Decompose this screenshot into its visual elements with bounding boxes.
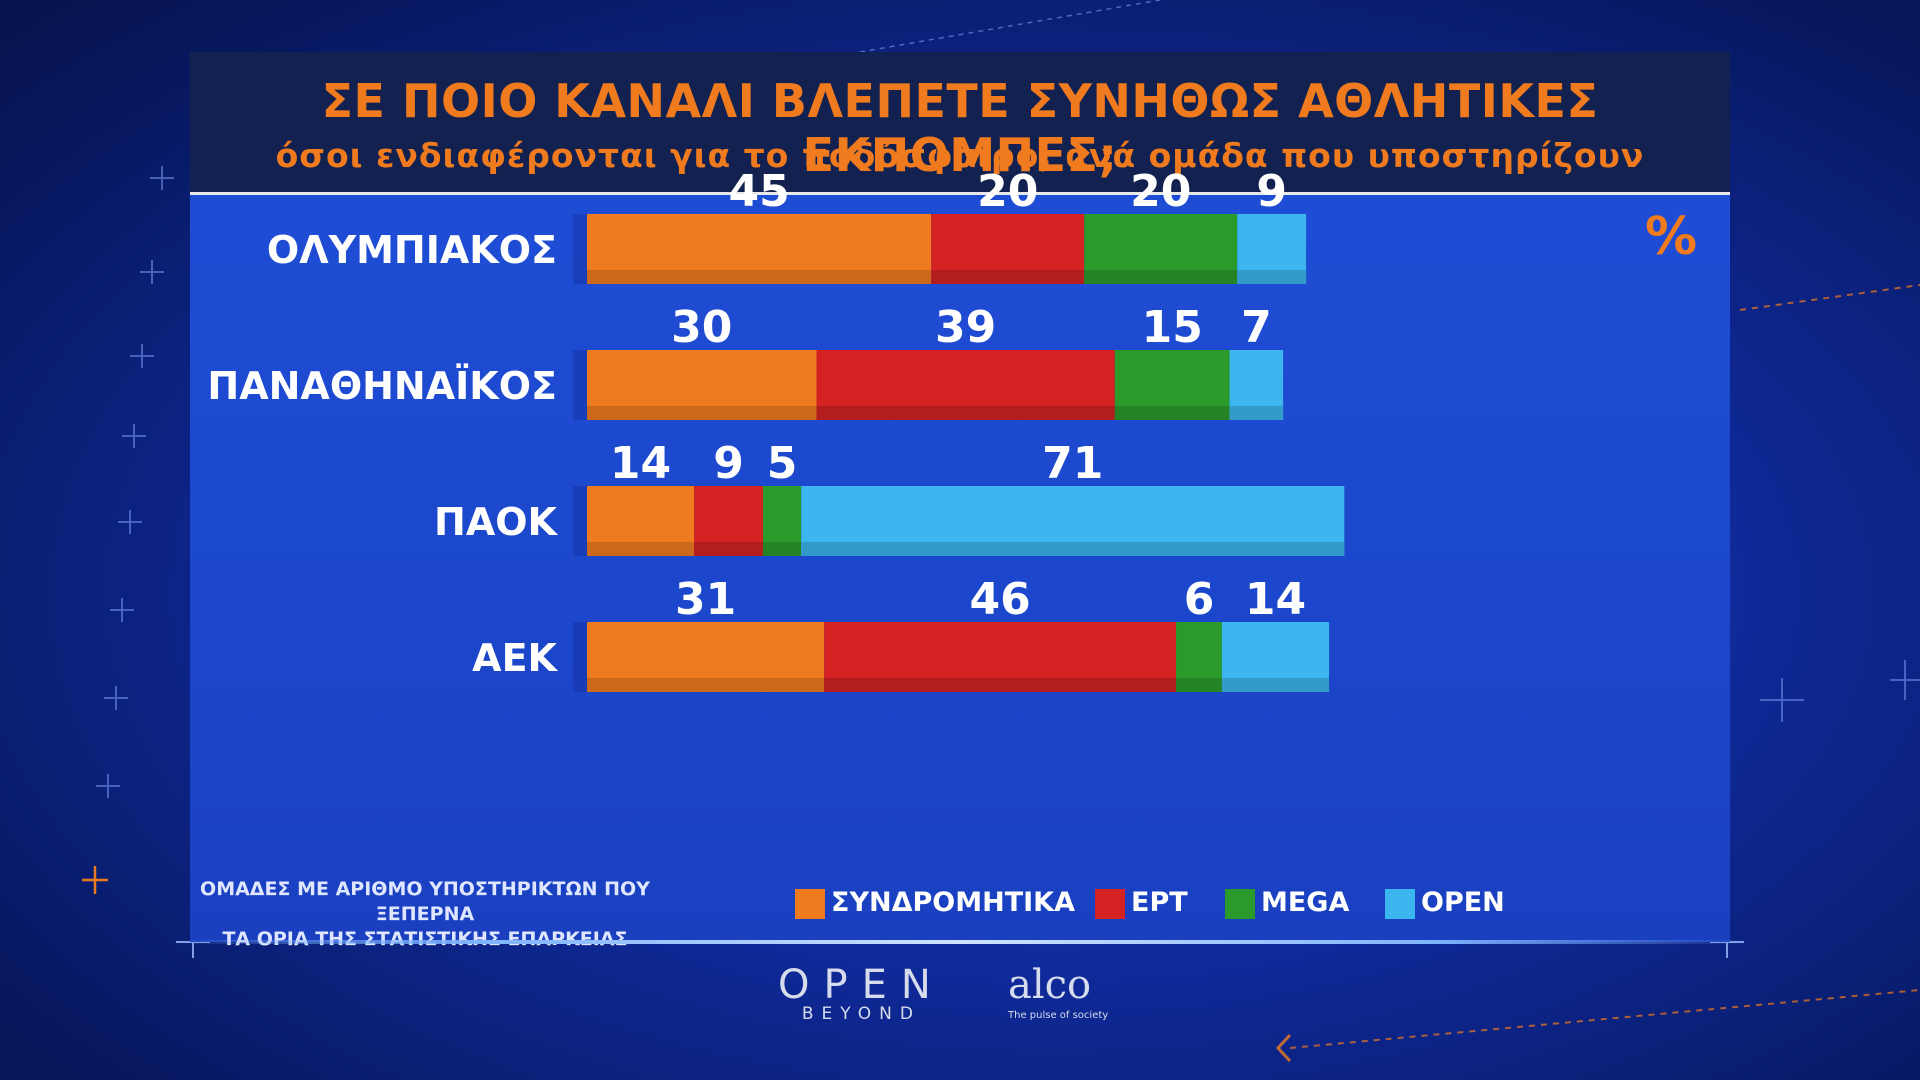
bar-base-olympiacos-subscription [587, 270, 932, 284]
bar-base-panathinaikos-open [1229, 406, 1284, 420]
value-label-olympiacos-mega: 20 [1130, 166, 1191, 217]
glow-divider [170, 940, 1750, 944]
bar-base-aek-mega [1176, 678, 1222, 692]
value-label-panathinaikos-subscription: 30 [671, 302, 732, 353]
bar-base-paok-ert [694, 542, 763, 556]
chart-panel: ΣΕ ΠΟΙΟ ΚΑΝΑΛΙ ΒΛΕΠΕΤΕ ΣΥΝΗΘΩΣ ΑΘΛΗΤΙΚΕΣ… [190, 52, 1730, 950]
value-label-aek-subscription: 31 [675, 574, 736, 625]
alco-logo: alco The pulse of society [1008, 962, 1108, 1021]
legend-label-ert: ΕΡΤ [1131, 887, 1188, 918]
footnote-line-2: ΤΑ ΟΡΙΑ ΤΗΣ ΣΤΑΤΙΣΤΙΚΗΣ ΕΠΑΡΚΕΙΑΣ [222, 928, 628, 950]
team-label-olympiacos: ΟΛΥΜΠΙΑΚΟΣ [267, 228, 557, 272]
open-logo-subtext: BEYOND [801, 1004, 921, 1024]
value-label-paok-open: 71 [1042, 438, 1103, 489]
value-label-paok-mega: 5 [767, 438, 798, 489]
value-label-panathinaikos-mega: 15 [1142, 302, 1203, 353]
percent-unit-label: % [1645, 207, 1698, 267]
alco-logo-tagline: The pulse of society [1008, 1010, 1109, 1021]
value-label-paok-ert: 9 [713, 438, 744, 489]
footnote-line-1: ΟΜΑΔΕΣ ΜΕ ΑΡΙΘΜΟ ΥΠΟΣΤΗΡΙΚΤΩΝ ΠΟΥ ΞΕΠΕΡΝ… [200, 878, 650, 925]
legend-swatch-ert [1095, 889, 1125, 919]
bar-base-panathinaikos-mega [1114, 406, 1230, 420]
legend-swatch-mega [1225, 889, 1255, 919]
value-label-olympiacos-subscription: 45 [729, 166, 790, 217]
value-label-paok-subscription: 14 [610, 438, 671, 489]
value-label-aek-ert: 46 [969, 574, 1030, 625]
bar-base-panathinaikos-ert [816, 406, 1115, 420]
value-label-panathinaikos-ert: 39 [935, 302, 996, 353]
bar-base-paok-open [801, 542, 1345, 556]
team-label-panathinaikos: ΠΑΝΑΘΗΝΑΪΚΟΣ [207, 364, 557, 408]
value-label-olympiacos-ert: 20 [977, 166, 1038, 217]
bar-base-olympiacos-mega [1084, 270, 1238, 284]
alco-logo-text: alco [1008, 962, 1092, 1008]
bar-base-paok-subscription [587, 542, 695, 556]
legend-label-open: OPEN [1421, 887, 1505, 918]
legend-swatch-subscription [795, 889, 825, 919]
chart-header: ΣΕ ΠΟΙΟ ΚΑΝΑΛΙ ΒΛΕΠΕΤΕ ΣΥΝΗΘΩΣ ΑΘΛΗΤΙΚΕΣ… [190, 52, 1730, 195]
open-logo-text: OPEN [778, 962, 945, 1008]
bar-base-paok-mega [762, 542, 802, 556]
footnote: ΟΜΑΔΕΣ ΜΕ ΑΡΙΘΜΟ ΥΠΟΣΤΗΡΙΚΤΩΝ ΠΟΥ ΞΕΠΕΡΝ… [200, 877, 650, 952]
value-label-aek-mega: 6 [1184, 574, 1215, 625]
bar-base-olympiacos-ert [931, 270, 1085, 284]
value-label-olympiacos-open: 9 [1256, 166, 1287, 217]
chart-subtitle: όσοι ενδιαφέρονται για το ποδόσφαιρο, αν… [275, 136, 1645, 175]
bar-base-aek-open [1221, 678, 1330, 692]
legend-swatch-open [1385, 889, 1415, 919]
value-label-panathinaikos-open: 7 [1241, 302, 1272, 353]
team-label-paok: ΠΑΟΚ [434, 500, 559, 544]
bar-base-panathinaikos-subscription [587, 406, 817, 420]
bar-base-aek-ert [824, 678, 1177, 692]
team-label-aek: ΑΕΚ [472, 636, 558, 680]
open-beyond-logo: OPEN BEYOND [778, 962, 945, 1024]
value-label-aek-open: 14 [1245, 574, 1306, 625]
bar-base-aek-subscription [587, 678, 825, 692]
legend-label-mega: MEGA [1261, 887, 1350, 918]
stacked-bar-chart: ΟΛΥΜΠΙΑΚΟΣ 45 20 20 9 ΠΑΝΑΘΗΝΑΪΚΟΣ 30 39 15 7 ΠΑΟΚ… [207, 166, 1345, 692]
legend-label-subscription: ΣΥΝΔΡΟΜΗΤΙΚΑ [831, 887, 1075, 918]
chart-title: ΣΕ ΠΟΙΟ ΚΑΝΑΛΙ ΒΛΕΠΕΤΕ ΣΥΝΗΘΩΣ ΑΘΛΗΤΙΚΕΣ… [321, 74, 1599, 182]
bar-base-olympiacos-open [1237, 270, 1307, 284]
